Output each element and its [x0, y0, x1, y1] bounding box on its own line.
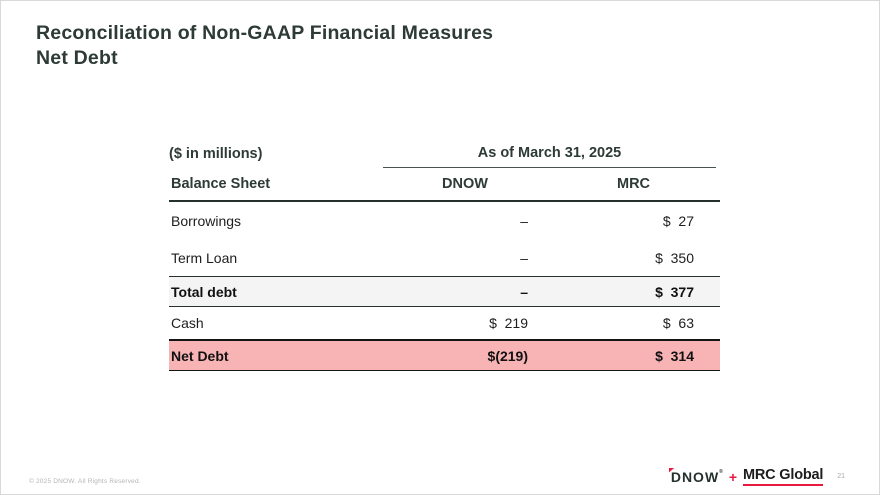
table-row-total-debt: Total debt – $ 377 — [169, 276, 720, 307]
dnow-value: – — [520, 283, 528, 300]
slide-title-line2: Net Debt — [36, 47, 118, 70]
row-label: Borrowings — [171, 212, 242, 229]
plus-sign: + — [728, 468, 738, 485]
as-of-date-header: As of March 31, 2025 — [383, 140, 716, 168]
registered-mark: ® — [719, 468, 723, 475]
column-header-mrc: MRC — [616, 175, 651, 192]
mrc-value: $ 350 — [655, 249, 694, 266]
dnow-logo: DNOW® — [668, 467, 723, 485]
footer-logos: DNOW® + MRC Global 21 — [668, 467, 845, 486]
copyright-text: © 2025 DNOW. All Rights Reserved. — [29, 478, 141, 485]
column-header-balance-sheet: Balance Sheet — [171, 175, 271, 192]
dnow-value: – — [520, 249, 528, 266]
mrc-value: $ 314 — [655, 347, 694, 364]
slide-title: Reconciliation of Non-GAAP Financial Mea… — [36, 21, 493, 72]
mrc-global-logo: MRC Global — [743, 467, 823, 486]
table-row-term-loan: Term Loan – $ 350 — [169, 239, 720, 276]
mrc-value: $ 63 — [662, 315, 694, 331]
mrc-value: $ 377 — [655, 283, 694, 300]
row-label: Net Debt — [171, 347, 229, 364]
column-header-dnow: DNOW — [442, 175, 488, 192]
units-label: ($ in millions) — [169, 145, 263, 162]
row-label: Cash — [171, 315, 204, 331]
row-label: Term Loan — [171, 249, 238, 266]
mrc-value: $ 27 — [662, 212, 694, 229]
net-debt-reconciliation-table: ($ in millions) As of March 31, 2025 Bal… — [169, 140, 720, 371]
table-group-header-row: ($ in millions) As of March 31, 2025 — [169, 140, 720, 168]
table-row-borrowings: Borrowings – $ 27 — [169, 202, 720, 239]
dnow-logo-text: DNOW — [670, 468, 720, 485]
table-row-cash: Cash $ 219 $ 63 — [169, 307, 720, 339]
table-row-net-debt: Net Debt $(219) $ 314 — [169, 339, 720, 371]
slide-title-line1: Reconciliation of Non-GAAP Financial Mea… — [36, 22, 494, 44]
dnow-value: $(219) — [487, 347, 528, 364]
page-number: 21 — [837, 473, 845, 480]
table-column-header-row: Balance Sheet DNOW MRC — [169, 167, 720, 202]
dnow-value: $ 219 — [489, 315, 528, 331]
row-label: Total debt — [171, 283, 237, 300]
dnow-value: – — [520, 212, 528, 229]
dnow-logo-accent-icon — [668, 467, 675, 473]
